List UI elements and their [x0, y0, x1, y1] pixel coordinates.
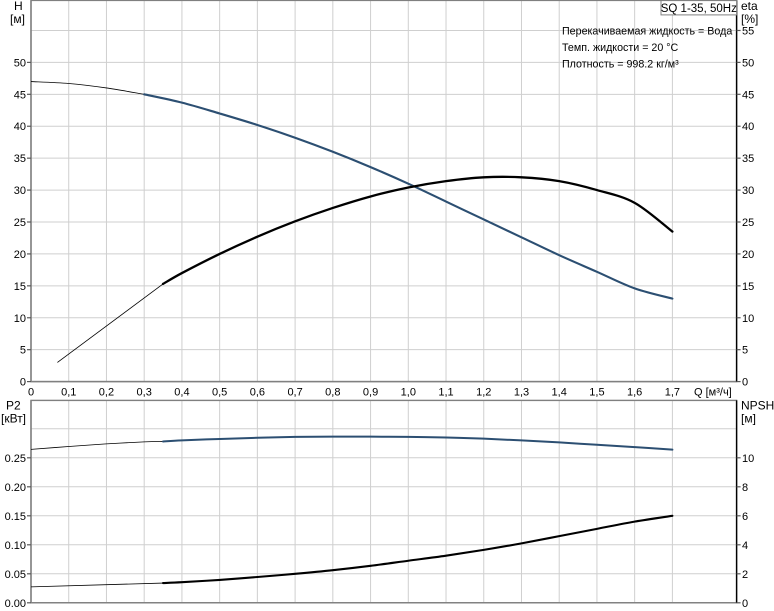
svg-text:20: 20 [742, 249, 754, 261]
svg-text:1,2: 1,2 [476, 387, 491, 399]
svg-text:0.00: 0.00 [5, 598, 26, 610]
svg-text:5: 5 [20, 345, 26, 357]
svg-text:[%]: [%] [741, 12, 758, 26]
svg-text:0,8: 0,8 [325, 387, 340, 399]
svg-text:0,9: 0,9 [363, 387, 378, 399]
svg-text:40: 40 [742, 121, 754, 133]
svg-text:20: 20 [14, 249, 26, 261]
svg-text:0,4: 0,4 [174, 387, 189, 399]
svg-text:Q [м³/ч]: Q [м³/ч] [694, 387, 732, 399]
svg-text:SQ 1-35, 50Hz: SQ 1-35, 50Hz [661, 3, 737, 15]
svg-text:0,3: 0,3 [137, 387, 152, 399]
svg-text:30: 30 [742, 185, 754, 197]
svg-text:30: 30 [14, 185, 26, 197]
svg-text:0: 0 [742, 598, 748, 610]
svg-text:NPSH: NPSH [741, 398, 774, 412]
svg-text:10: 10 [742, 453, 754, 465]
svg-text:1,6: 1,6 [627, 387, 642, 399]
svg-text:50: 50 [14, 57, 26, 69]
svg-text:[м]: [м] [741, 411, 756, 425]
svg-text:15: 15 [742, 281, 754, 293]
svg-text:Перекачиваемая жидкость = Вода: Перекачиваемая жидкость = Вода [562, 26, 732, 38]
svg-text:[м]: [м] [10, 12, 25, 26]
svg-text:0,6: 0,6 [250, 387, 265, 399]
svg-text:0.15: 0.15 [5, 511, 26, 523]
svg-text:0,2: 0,2 [99, 387, 114, 399]
svg-text:2: 2 [742, 569, 748, 581]
svg-text:0.05: 0.05 [5, 569, 26, 581]
svg-text:[кВт]: [кВт] [1, 411, 26, 425]
svg-text:1,0: 1,0 [401, 387, 416, 399]
svg-text:0,5: 0,5 [212, 387, 227, 399]
svg-text:1,4: 1,4 [552, 387, 567, 399]
svg-text:6: 6 [742, 511, 748, 523]
svg-text:P2: P2 [6, 398, 21, 412]
svg-text:0.10: 0.10 [5, 540, 26, 552]
svg-text:25: 25 [14, 217, 26, 229]
svg-text:0.20: 0.20 [5, 482, 26, 494]
svg-text:25: 25 [742, 217, 754, 229]
svg-text:0,1: 0,1 [61, 387, 76, 399]
svg-text:0,7: 0,7 [287, 387, 302, 399]
svg-text:50: 50 [742, 57, 754, 69]
svg-text:1,5: 1,5 [589, 387, 604, 399]
svg-text:45: 45 [14, 89, 26, 101]
svg-text:Темп. жидкости = 20 °C: Темп. жидкости = 20 °C [562, 42, 679, 54]
svg-text:40: 40 [14, 121, 26, 133]
svg-text:8: 8 [742, 482, 748, 494]
svg-text:1,1: 1,1 [438, 387, 453, 399]
svg-text:10: 10 [14, 313, 26, 325]
svg-text:0: 0 [742, 377, 748, 389]
svg-text:0.25: 0.25 [5, 453, 26, 465]
svg-text:10: 10 [742, 313, 754, 325]
svg-text:Плотность = 998.2 кг/м³: Плотность = 998.2 кг/м³ [562, 59, 679, 71]
svg-text:35: 35 [742, 153, 754, 165]
svg-text:1,3: 1,3 [514, 387, 529, 399]
svg-text:55: 55 [742, 25, 754, 37]
svg-text:45: 45 [742, 89, 754, 101]
svg-text:0: 0 [28, 387, 34, 399]
svg-text:15: 15 [14, 281, 26, 293]
svg-text:1,7: 1,7 [665, 387, 680, 399]
svg-text:35: 35 [14, 153, 26, 165]
svg-text:4: 4 [742, 540, 748, 552]
svg-text:5: 5 [742, 345, 748, 357]
svg-text:0: 0 [20, 377, 26, 389]
